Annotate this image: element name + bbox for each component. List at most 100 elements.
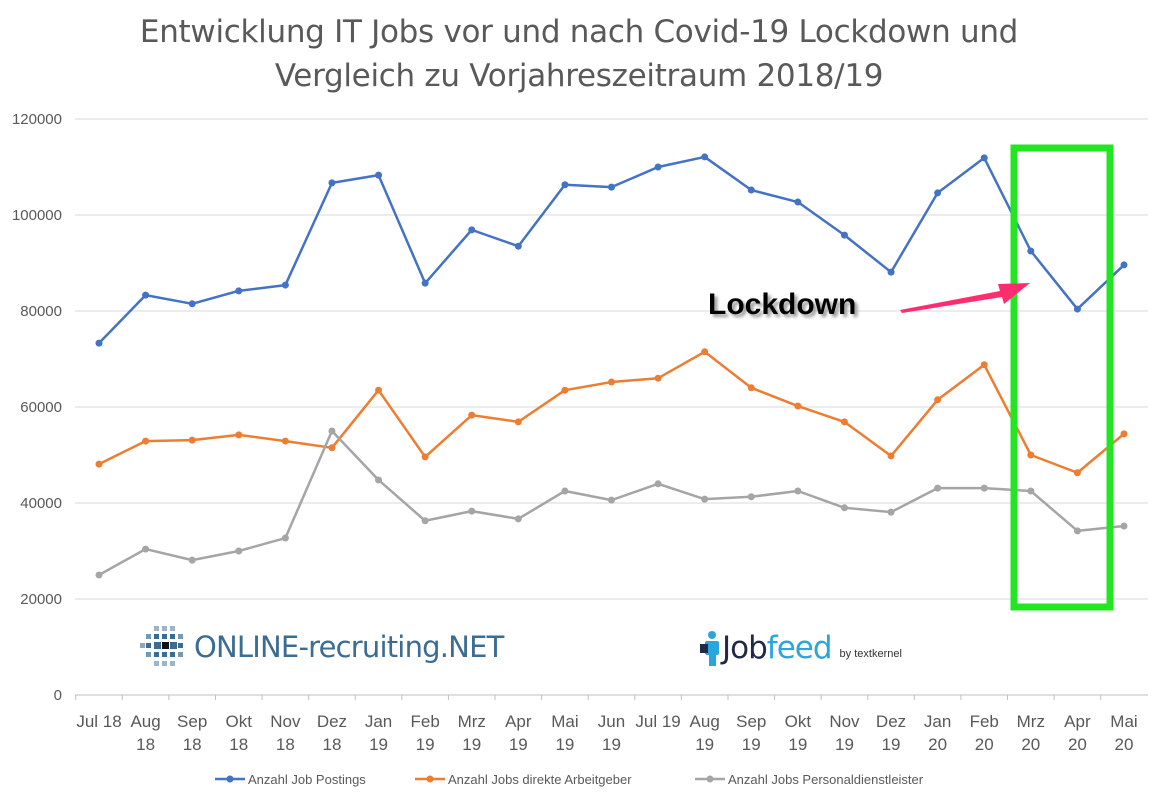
data-point-2 (375, 476, 383, 484)
data-point-0 (561, 181, 569, 189)
lockdown-arrow (900, 283, 1030, 313)
y-tick-label: 80000 (20, 303, 62, 320)
online-recruiting-logo-text: ONLINE-recruiting.NET (194, 630, 504, 664)
x-tick-label: Okt (785, 712, 812, 731)
data-point-2 (235, 547, 243, 555)
x-tick-label: Dez (876, 712, 906, 731)
x-tick-label: 20 (975, 735, 994, 754)
x-tick-label: Dez (317, 712, 347, 731)
x-tick-label: Feb (970, 712, 999, 731)
data-point-2 (281, 534, 289, 542)
data-point-2 (142, 545, 150, 553)
data-point-1 (142, 437, 150, 445)
x-tick-label: Mrz (1017, 712, 1045, 731)
data-point-1 (421, 453, 429, 461)
data-point-0 (235, 287, 243, 295)
y-tick-label: 100000 (12, 207, 62, 224)
x-tick-label: 20 (1115, 735, 1134, 754)
data-point-0 (1120, 261, 1128, 269)
x-tick-label: 19 (555, 735, 574, 754)
data-point-2 (1073, 527, 1081, 535)
x-tick-label: 18 (322, 735, 341, 754)
data-point-1 (887, 452, 895, 460)
x-tick-label: 19 (416, 735, 435, 754)
x-tick-label: 19 (602, 735, 621, 754)
data-point-2 (95, 571, 103, 579)
data-point-2 (188, 556, 196, 564)
y-tick-label: 20000 (20, 591, 62, 608)
data-point-1 (95, 460, 103, 468)
data-point-0 (514, 242, 522, 250)
data-point-0 (281, 281, 289, 289)
y-tick-label: 40000 (20, 495, 62, 512)
x-tick-label: Jan (924, 712, 951, 731)
data-point-2 (1120, 522, 1128, 530)
grid-logo-icon (140, 626, 183, 666)
data-point-0 (1027, 247, 1035, 255)
x-tick-label: 19 (788, 735, 807, 754)
data-point-1 (840, 418, 848, 426)
data-point-2 (794, 487, 802, 495)
x-tick-label: 20 (1068, 735, 1087, 754)
x-tick-label: Mai (551, 712, 578, 731)
data-point-2 (887, 508, 895, 516)
series-line-1 (98, 350, 1125, 475)
data-point-1 (328, 444, 336, 452)
data-point-1 (468, 411, 476, 419)
data-point-0 (747, 186, 755, 194)
x-tick-label: Sep (736, 712, 766, 731)
data-point-0 (468, 226, 476, 234)
jobfeed-person-icon (700, 631, 719, 666)
data-point-2 (514, 515, 522, 523)
x-tick-label: Apr (1064, 712, 1091, 731)
x-tick-label: Nov (829, 712, 860, 731)
x-tick-label: 19 (462, 735, 481, 754)
data-point-1 (1073, 469, 1081, 477)
y-tick-label: 60000 (20, 399, 62, 416)
jobfeed-logo: Jobfeed by textkernel (700, 630, 902, 666)
x-tick-label: 18 (136, 735, 155, 754)
data-point-2 (934, 484, 942, 492)
data-point-0 (980, 154, 988, 162)
legend-label-1: Anzahl Jobs direkte Arbeitgeber (448, 772, 632, 787)
data-point-1 (654, 374, 662, 382)
data-point-2 (608, 496, 615, 504)
data-point-0 (95, 339, 103, 347)
data-point-0 (328, 179, 336, 187)
chart-title-line2: Vergleich zu Vorjahreszeitraum 2018/19 (274, 58, 884, 94)
data-point-0 (934, 189, 942, 197)
x-tick-label: 19 (882, 735, 901, 754)
x-tick-label: Jun (598, 712, 625, 731)
x-tick-label: Jul 18 (76, 712, 121, 731)
y-tick-label: 120000 (12, 111, 62, 128)
x-tick-label: Nov (270, 712, 301, 731)
data-point-1 (514, 418, 522, 426)
data-point-0 (1073, 305, 1081, 313)
data-point-1 (934, 396, 942, 404)
data-point-0 (188, 300, 196, 308)
data-point-2 (561, 487, 569, 495)
x-tick-label: Sep (177, 712, 207, 731)
online-recruiting-logo: ONLINE-recruiting.NET (140, 626, 504, 668)
data-point-2 (654, 480, 662, 488)
data-point-1 (980, 361, 988, 369)
legend-label-2: Anzahl Jobs Personaldienstleister (728, 772, 924, 787)
x-tick-label: 18 (229, 735, 248, 754)
legend-label-0: Anzahl Job Postings (248, 772, 366, 787)
data-point-2 (701, 495, 709, 503)
data-point-1 (1027, 451, 1035, 459)
data-point-2 (747, 493, 755, 501)
x-tick-label: Aug (690, 712, 720, 731)
data-point-1 (281, 437, 289, 445)
data-point-0 (421, 279, 429, 287)
jobfeed-text-a: Job (722, 630, 768, 666)
x-tick-label: 19 (835, 735, 854, 754)
data-point-2 (1027, 487, 1035, 495)
x-tick-label: 20 (1021, 735, 1040, 754)
lockdown-highlight-box (1010, 144, 1114, 611)
data-point-1 (375, 386, 383, 394)
legend-marker-1 (426, 775, 434, 783)
legend-marker-0 (226, 775, 234, 783)
data-point-1 (561, 386, 569, 394)
